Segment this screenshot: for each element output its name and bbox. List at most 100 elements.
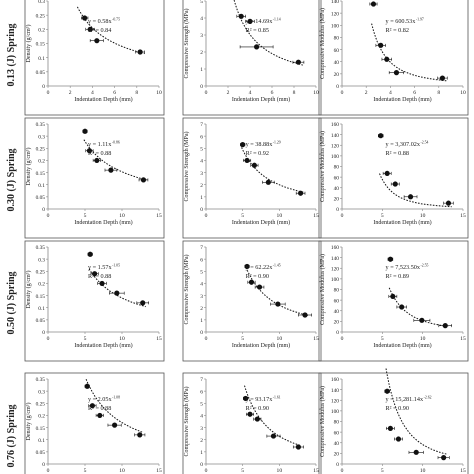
x-tick-label: 0 xyxy=(47,90,50,96)
y-tick-label: 120 xyxy=(331,266,339,272)
chart-panel-0: 0 0.05 0.1 0.15 0.2 0.25 0.3 0 2 4 6 8 10 Indentation… xyxy=(24,0,165,116)
y-tick-label: 60 xyxy=(334,298,340,304)
data-point xyxy=(270,433,277,439)
data-point xyxy=(393,70,400,76)
x-tick-label: 4 xyxy=(91,90,94,96)
data-point xyxy=(387,256,393,262)
x-tick-label: 8 xyxy=(135,90,138,96)
y-tick-label: 120 xyxy=(331,143,339,149)
data-point xyxy=(108,167,114,173)
data-point xyxy=(140,177,147,183)
data-point xyxy=(295,59,301,65)
data-point xyxy=(302,312,308,318)
x-axis-label: Indentation Depth (mm) xyxy=(232,219,290,226)
y-tick-label: 60 xyxy=(334,48,340,54)
data-point xyxy=(251,162,257,168)
r-squared: R² = 0.92 xyxy=(246,150,269,157)
y-tick-label: 100 xyxy=(331,277,339,283)
data-point xyxy=(99,280,105,287)
y-tick-label: 140 xyxy=(331,0,339,5)
data-point xyxy=(413,449,419,455)
y-tick-label: 0 xyxy=(336,462,339,468)
data-point xyxy=(384,56,390,62)
y-tick-label: 5 xyxy=(200,269,203,275)
trend-equation: y = 38.88x xyxy=(246,141,274,148)
x-tick-label: 5 xyxy=(381,336,384,342)
y-tick-label: 0 xyxy=(200,207,203,213)
x-tick-label: 15 xyxy=(313,213,319,219)
data-point xyxy=(254,44,260,50)
x-tick-label: 10 xyxy=(420,213,426,219)
chart-panel-9: 00.050.10.150.20.250.30.35051015Indentat… xyxy=(24,372,165,474)
r-squared: R² = 0.89 xyxy=(386,273,409,280)
y-tick-label: 100 xyxy=(331,23,339,29)
y-tick-label: 40 xyxy=(334,60,340,66)
x-tick-label: 0 xyxy=(47,336,50,342)
row-label-3: 0.76 (J) Spring xyxy=(6,404,17,467)
x-tick-label: 0 xyxy=(341,468,344,474)
row-label-text: 0.30 (J) Spring xyxy=(6,148,17,211)
x-tick-label: 0 xyxy=(341,213,344,219)
y-tick-label: 0 xyxy=(336,330,339,336)
y-axis-label: Density (g/cm³) xyxy=(25,25,32,63)
x-axis-label: Indentation Depth (mm) xyxy=(74,342,132,349)
trend-exponent: -1.45 xyxy=(273,264,281,268)
y-tick-label: 0.35 xyxy=(36,122,46,128)
x-tick-label: 5 xyxy=(241,336,244,342)
data-point xyxy=(238,13,244,19)
r-squared: R² = 0.84 xyxy=(88,27,111,34)
y-tick-label: 1 xyxy=(200,195,203,201)
chart-panel-3: 0 0.05 0.1 0.15 0.2 0.25 0.3 0.35 0 5 10 15 Indentat… xyxy=(24,117,165,239)
y-tick-label: 0.15 xyxy=(36,42,46,48)
y-tick-label: 0.05 xyxy=(36,450,46,456)
data-point xyxy=(137,49,143,55)
y-tick-label: 0.05 xyxy=(36,195,46,201)
data-point xyxy=(82,128,88,134)
chart-panel-4: 0 1 2 3 4 5 6 7 0 5 10 15 Indentation Depth (mm) Comp… xyxy=(182,117,322,239)
y-tick-label: 120 xyxy=(331,398,339,404)
y-tick-label: 0 xyxy=(42,330,45,336)
data-point xyxy=(407,194,414,200)
trend-line xyxy=(85,379,143,433)
r-squared: R² = 0.82 xyxy=(386,27,409,34)
y-tick-label: 5 xyxy=(200,0,203,5)
y-tick-label: 0.2 xyxy=(38,282,45,288)
chart-panel-8: 0 20 40 60 80 100 120 140 160 0 5 10 15 Indentation D… xyxy=(318,240,469,362)
trend-equation: y = 7,523.50x xyxy=(386,264,421,271)
x-tick-label: 0 xyxy=(205,90,208,96)
x-axis-label: Indentation Depth (mm) xyxy=(74,219,132,226)
y-tick-label: 0.1 xyxy=(38,183,45,189)
chart-panel-5: 0 20 40 60 80 100 120 140 160 0 5 10 15 Indentation D… xyxy=(318,117,469,239)
y-tick-label: 0.15 xyxy=(36,171,46,177)
trend-equation: y = 14.69x xyxy=(246,18,274,25)
x-tick-label: 10 xyxy=(277,336,283,342)
data-point xyxy=(419,317,425,323)
y-tick-label: 120 xyxy=(331,11,339,17)
trend-line xyxy=(83,139,147,181)
y-tick-label: 3 xyxy=(200,33,203,39)
x-tick-label: 0 xyxy=(47,468,50,474)
trend-exponent: -1.08 xyxy=(112,396,120,400)
y-axis-label: Compressive Modulus (MPa) xyxy=(319,131,326,202)
data-point xyxy=(442,323,448,329)
data-point xyxy=(247,18,253,24)
x-tick-label: 4 xyxy=(249,90,252,96)
data-point xyxy=(392,181,398,187)
y-axis-label: Compressive Modulus (MPa) xyxy=(319,386,326,457)
y-tick-label: 0.25 xyxy=(36,13,46,19)
y-tick-label: 140 xyxy=(331,388,339,394)
row-label-0: 0.13 (J) Spring xyxy=(6,23,17,86)
trend-equation: y = 62.22x xyxy=(246,264,274,271)
data-point xyxy=(84,383,90,389)
x-tick-label: 10 xyxy=(420,336,426,342)
chart-panel-6: 0 0.05 0.1 0.15 0.2 0.25 0.3 0.35 0 5 10 15 Indentat… xyxy=(24,240,165,362)
y-tick-label: 0 xyxy=(336,84,339,90)
y-tick-label: 7 xyxy=(200,377,203,383)
r-squared: R² = 0.88 xyxy=(386,150,409,157)
x-tick-label: 5 xyxy=(84,468,87,474)
r-squared: R² = 0.88 xyxy=(88,273,111,280)
x-tick-label: 5 xyxy=(241,213,244,219)
data-point xyxy=(243,395,249,402)
y-tick-label: 0.2 xyxy=(38,414,45,420)
y-tick-label: 0 xyxy=(336,207,339,213)
